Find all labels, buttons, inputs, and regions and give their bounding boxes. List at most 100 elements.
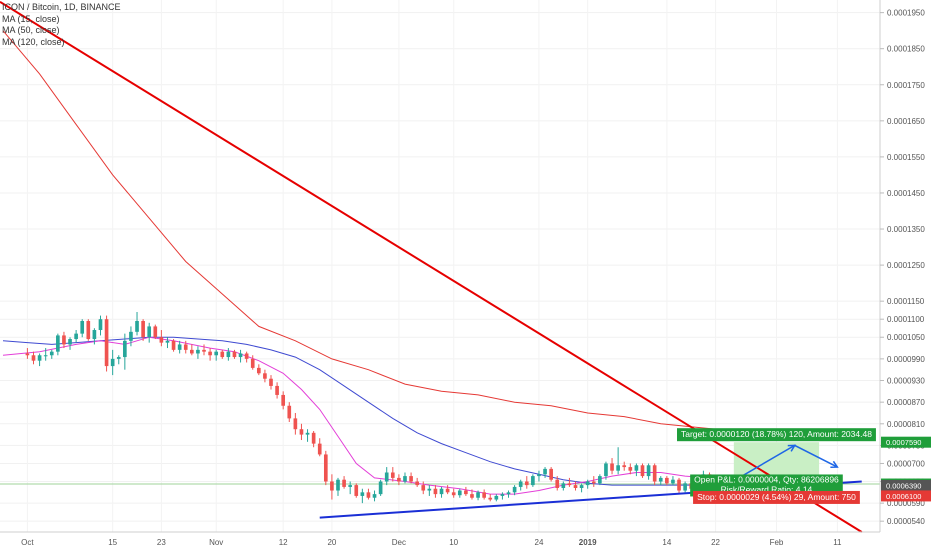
candle xyxy=(524,476,529,489)
price-tick-label: 0.0001050 xyxy=(887,333,925,342)
candle-body xyxy=(464,490,468,495)
candle-body xyxy=(171,340,176,350)
candle xyxy=(415,477,419,487)
candle xyxy=(299,423,304,441)
candle-body xyxy=(135,321,139,332)
price-tick-label: 0.0001850 xyxy=(887,45,925,54)
time-tick-label: 12 xyxy=(279,538,288,547)
candle xyxy=(56,333,60,356)
candle-body xyxy=(98,319,103,331)
candle-body xyxy=(549,468,553,480)
candle-body xyxy=(256,367,261,374)
candle xyxy=(360,488,365,504)
candle-body xyxy=(68,339,72,345)
arrow-heads xyxy=(787,444,839,469)
descending-trendline[interactable] xyxy=(0,0,863,533)
stop-label[interactable]: Stop: 0.0000029 (4.54%) 29, Amount: 750 xyxy=(693,490,860,504)
candle-body xyxy=(104,319,109,367)
price-tick-label: 0.0001750 xyxy=(887,81,925,90)
candle xyxy=(433,485,438,498)
candle-body xyxy=(165,340,170,343)
candle xyxy=(25,348,30,359)
time-tick-label: Dec xyxy=(392,538,406,547)
candle-body xyxy=(177,344,182,350)
legend-ma50[interactable]: MA (50, close) xyxy=(2,25,60,35)
candle xyxy=(311,431,316,448)
candle xyxy=(31,351,36,365)
candle xyxy=(488,494,493,502)
candle-body xyxy=(403,476,407,482)
candle xyxy=(305,429,310,442)
candle xyxy=(366,488,371,500)
candle-body xyxy=(275,385,279,395)
time-tick-label: 10 xyxy=(449,538,458,547)
time-tick-label: 11 xyxy=(833,538,842,547)
symbol-title[interactable]: ICON / Bitcoin, 1D, BINANCE xyxy=(2,2,121,12)
candle-body xyxy=(263,373,267,379)
candle xyxy=(457,488,462,498)
candle-body xyxy=(92,330,97,340)
candle xyxy=(464,486,468,496)
candle-body xyxy=(579,485,584,488)
time-tick-label: 15 xyxy=(108,538,117,547)
candle-body xyxy=(110,358,115,367)
candle xyxy=(494,494,499,502)
candle xyxy=(171,339,176,352)
candle-body xyxy=(269,378,273,386)
candle-body xyxy=(482,492,486,498)
candle-body xyxy=(323,454,328,482)
candle xyxy=(482,489,486,500)
candle xyxy=(256,364,261,376)
candle-body xyxy=(470,494,474,498)
candle-body xyxy=(512,486,517,493)
candle xyxy=(518,479,523,491)
chart-legend: ICON / Bitcoin, 1D, BINANCE MA (15, clos… xyxy=(2,2,121,48)
candle xyxy=(135,311,139,336)
risk-reward-text: Risk/Reward Ratio: 4.14 xyxy=(721,484,813,494)
candle xyxy=(43,348,48,361)
candle-body xyxy=(397,477,401,482)
candle-body xyxy=(561,483,566,488)
candle-body xyxy=(293,418,298,430)
candle-body xyxy=(190,349,194,354)
candle-body xyxy=(43,355,48,357)
candle-body xyxy=(646,465,651,477)
price-tick-label: 0.0000590 xyxy=(887,499,925,508)
candle xyxy=(104,315,109,372)
candle-body xyxy=(281,394,286,406)
candle-body xyxy=(202,349,206,352)
candle-body xyxy=(500,494,505,496)
time-axis[interactable]: Oct 15 23 Nov 12 20 Dec 10 24 2019 14 22 Feb 11 xyxy=(21,538,842,547)
candle-body xyxy=(567,483,572,486)
price-tick-label: 0.0001950 xyxy=(887,9,925,18)
legend-ma120[interactable]: MA (120, close) xyxy=(2,36,65,47)
price-tag-label: 0.0006390 xyxy=(886,481,921,490)
price-tick-label: 0.0001150 xyxy=(887,297,925,306)
candle xyxy=(116,355,121,365)
candle-body xyxy=(74,333,78,340)
time-tick-label: Nov xyxy=(209,538,223,547)
candle-body xyxy=(31,355,36,361)
candle xyxy=(476,490,480,501)
candle-body xyxy=(518,481,523,487)
legend-ma15[interactable]: MA (15, close) xyxy=(2,13,60,24)
candle-body xyxy=(62,335,66,345)
price-tick-label: 0.0000700 xyxy=(887,459,925,468)
candle xyxy=(598,474,602,486)
candle-body xyxy=(232,351,237,358)
candle xyxy=(500,492,505,500)
price-tag xyxy=(881,490,931,502)
candle xyxy=(275,382,279,399)
candle xyxy=(573,481,578,491)
candle xyxy=(403,472,407,484)
time-tick-label: 20 xyxy=(327,538,336,547)
candle xyxy=(110,349,115,376)
candle xyxy=(293,412,298,435)
price-axis[interactable]: 0.0001950 0.0001850 0.0001750 0.0001650 0.00… xyxy=(880,9,925,527)
target-label[interactable]: Target: 0.0000120 (18.78%) 120, Amount: … xyxy=(677,428,876,442)
time-tick-label: Oct xyxy=(21,538,34,547)
candle xyxy=(610,458,614,475)
candle xyxy=(683,481,687,493)
ma120-line xyxy=(2,30,734,432)
